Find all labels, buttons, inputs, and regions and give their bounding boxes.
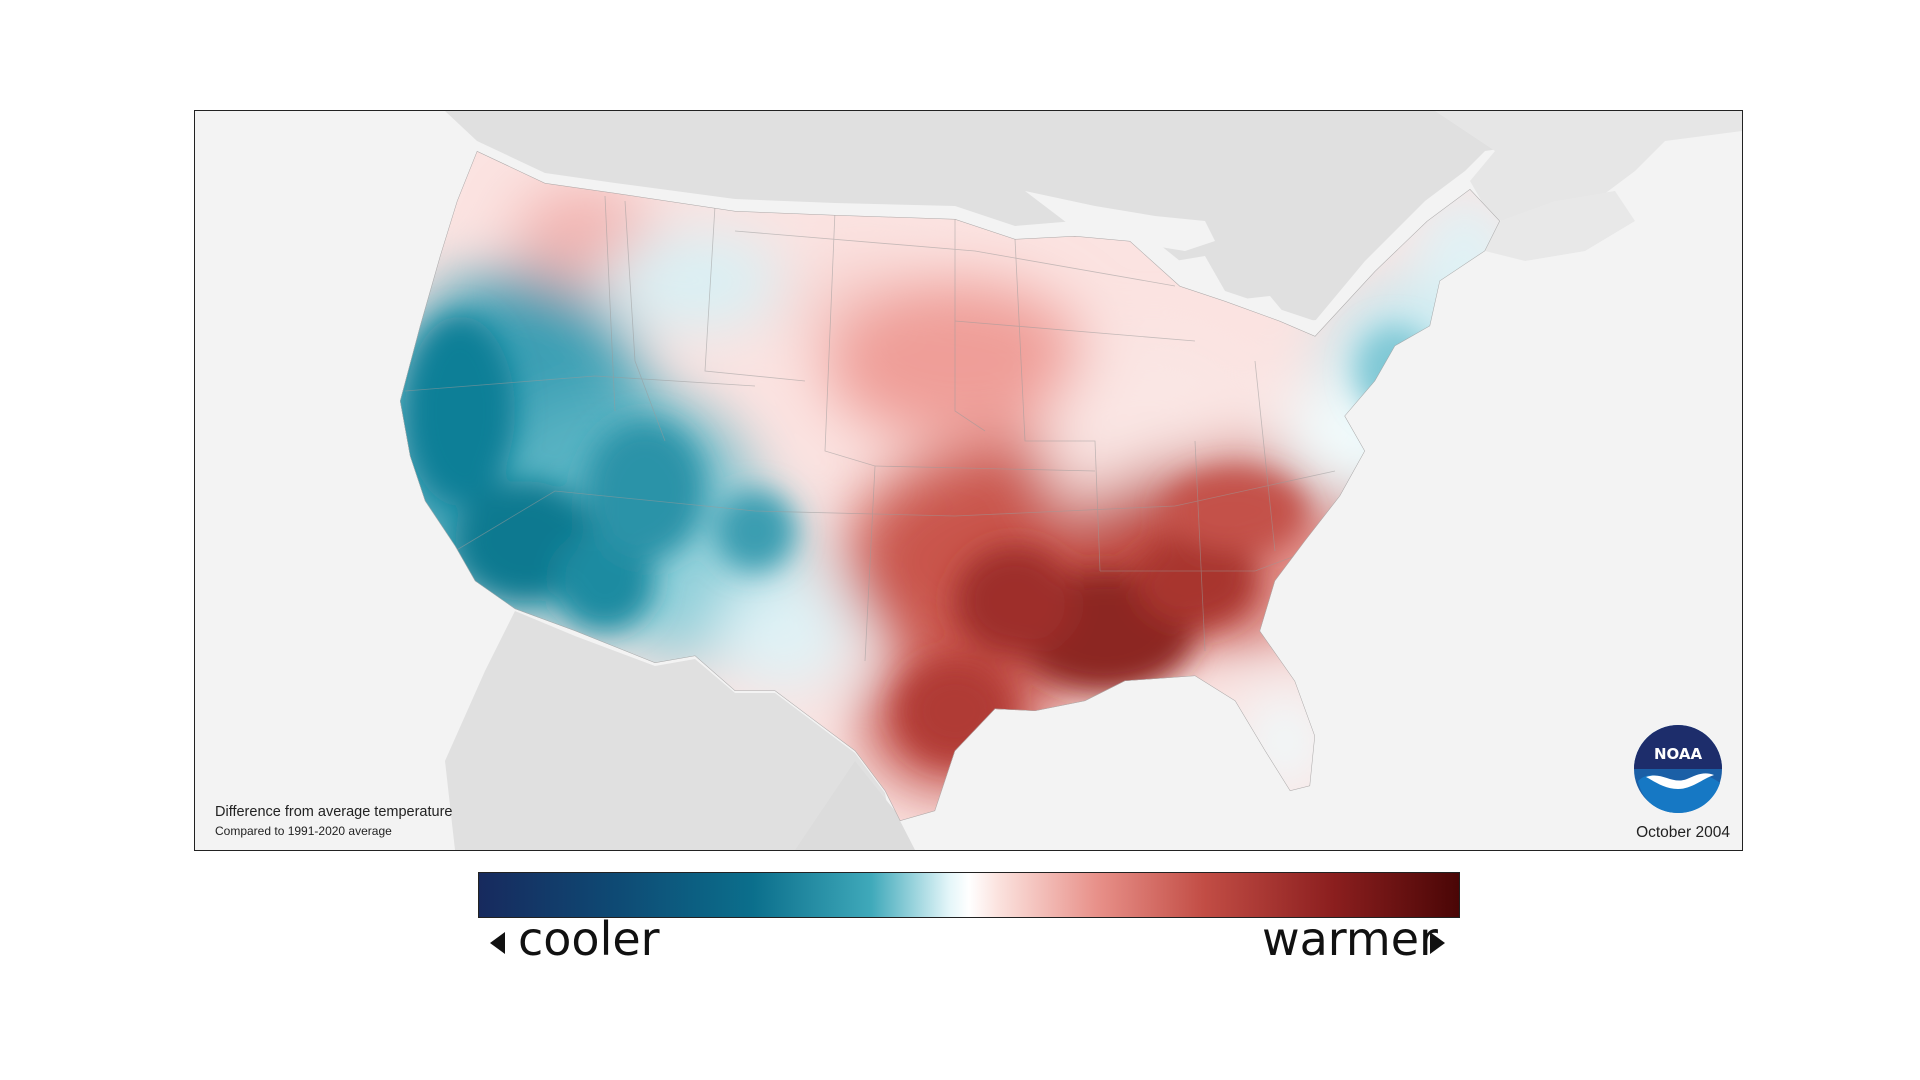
right-arrow-icon	[1430, 932, 1445, 954]
cooler-label: cooler	[518, 912, 660, 966]
noaa-logo: NOAA	[1634, 725, 1722, 813]
map-period: October 2004	[1636, 824, 1730, 841]
map-caption-subtitle: Compared to 1991-2020 average	[215, 824, 392, 838]
map-panel: Difference from average temperature Comp…	[194, 110, 1743, 851]
map-caption-title: Difference from average temperature	[215, 804, 453, 820]
warmer-label: warmer	[1262, 912, 1438, 966]
color-scale-bar	[478, 872, 1460, 918]
surrounding-land	[445, 111, 1742, 850]
temperature-anomaly-map	[400, 111, 1742, 850]
logo-text: NOAA	[1654, 745, 1703, 763]
left-arrow-icon	[490, 932, 505, 954]
